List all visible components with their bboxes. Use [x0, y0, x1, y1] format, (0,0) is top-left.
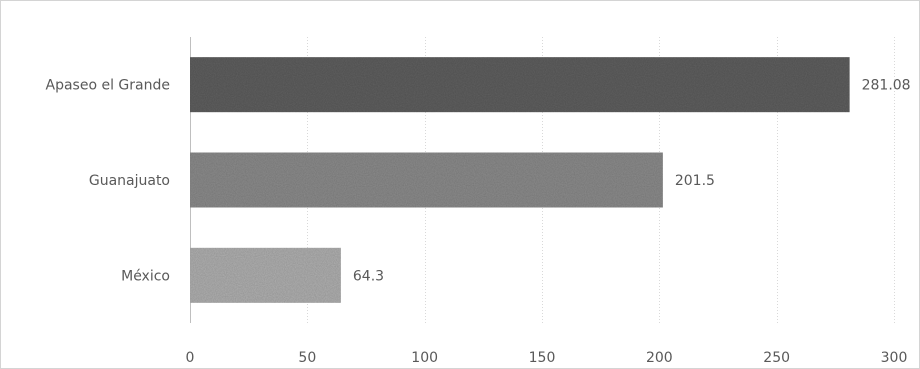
category-label-1: Guanajuato [89, 173, 170, 189]
x-tick-label-250: 250 [763, 350, 790, 366]
value-label-1: 201.5 [675, 173, 715, 189]
x-tick-label-0: 0 [186, 350, 195, 366]
x-tick-label-150: 150 [529, 350, 556, 366]
category-label-0: Apaseo el Grande [46, 78, 170, 94]
value-label-0: 281.08 [862, 78, 911, 94]
bar-guanajuato [190, 152, 663, 208]
x-tick-label-100: 100 [411, 350, 438, 366]
x-tick-label-300: 300 [881, 350, 908, 366]
bar-apaseo-el-grande [190, 57, 850, 113]
bars [190, 57, 850, 303]
x-tick-label-200: 200 [646, 350, 673, 366]
value-label-2: 64.3 [353, 268, 384, 284]
category-label-2: México [121, 268, 170, 284]
x-tick-label-50: 50 [298, 350, 316, 366]
bar-m-xico [190, 247, 341, 303]
labels: 0 50 100 150 200 250 300 Apaseo el Grande 281.08… [46, 78, 911, 366]
